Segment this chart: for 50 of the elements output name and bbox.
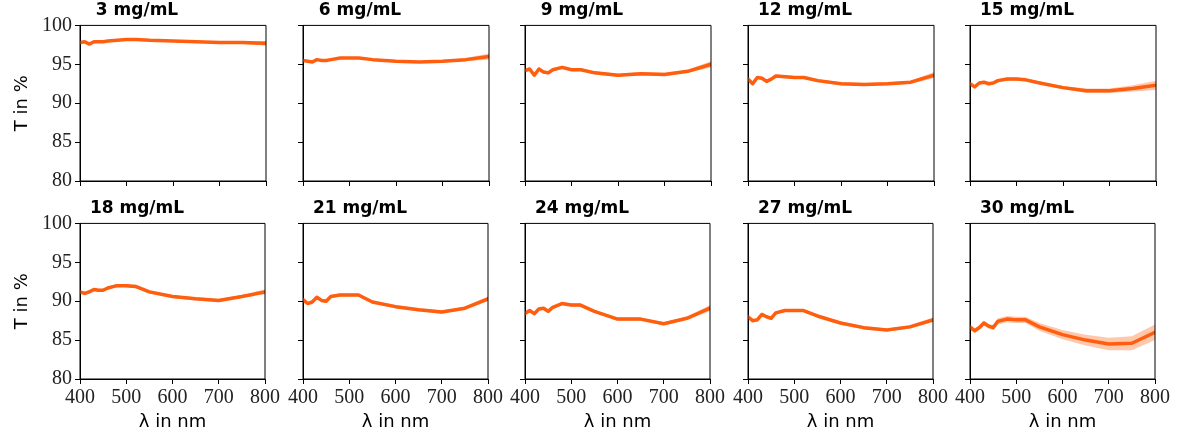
x-tick-label: 800	[917, 385, 948, 408]
chart-title: 6 mg/mL	[318, 0, 401, 19]
x-axis-title: λ in nm	[138, 409, 207, 431]
x-tick-label: 800	[472, 385, 503, 408]
x-tick-label: 700	[1093, 385, 1124, 408]
y-tick-label: 80	[52, 168, 72, 191]
x-tick-label: 700	[426, 385, 457, 408]
x-tick-label: 400	[510, 385, 540, 408]
x-tick-label: 700	[203, 385, 234, 408]
x-tick-label: 600	[602, 385, 633, 408]
y-tick-label: 95	[52, 249, 72, 272]
x-tick-label: 600	[380, 385, 410, 408]
chart-title: 21 mg/mL	[312, 196, 407, 217]
y-axis-title: T in %	[10, 75, 32, 133]
x-axis-title: λ in nm	[583, 409, 652, 431]
y-tick-label: 90	[52, 288, 72, 311]
x-tick-label: 400	[732, 385, 763, 408]
chart-title: 15 mg/mL	[979, 0, 1075, 19]
y-tick-label: 85	[52, 327, 72, 350]
x-axis-title: λ in nm	[1028, 409, 1097, 431]
x-axis-title: λ in nm	[361, 409, 429, 431]
chart-title: 30 mg/mL	[979, 196, 1075, 217]
chart-title: 27 mg/mL	[757, 196, 852, 217]
chart-title: 9 mg/mL	[540, 0, 624, 19]
y-tick-label: 95	[52, 51, 72, 74]
x-tick-label: 400	[955, 385, 985, 408]
x-tick-label: 800	[250, 385, 280, 408]
x-tick-label: 700	[648, 385, 679, 408]
x-tick-label: 600	[1047, 385, 1078, 408]
y-tick-label: 100	[42, 210, 72, 233]
x-tick-label: 800	[1140, 385, 1170, 408]
x-tick-label: 400	[287, 385, 318, 408]
y-tick-label: 85	[52, 129, 72, 152]
chart-title: 12 mg/mL	[757, 0, 852, 19]
chart-title: 18 mg/mL	[89, 196, 185, 217]
x-tick-label: 500	[778, 385, 809, 408]
x-tick-label: 500	[111, 385, 142, 408]
y-tick-label: 100	[42, 12, 72, 35]
x-tick-label: 500	[556, 385, 587, 408]
x-axis-title: λ in nm	[806, 409, 874, 431]
chart-title: 24 mg/mL	[534, 196, 630, 217]
x-tick-label: 500	[333, 385, 364, 408]
y-axis-title: T in %	[10, 273, 32, 331]
x-tick-label: 600	[157, 385, 188, 408]
x-tick-label: 600	[825, 385, 855, 408]
x-tick-label: 500	[1001, 385, 1032, 408]
x-tick-label: 700	[871, 385, 902, 408]
y-tick-label: 90	[52, 90, 72, 113]
x-tick-label: 800	[695, 385, 725, 408]
chart-title: 3 mg/mL	[95, 0, 179, 19]
